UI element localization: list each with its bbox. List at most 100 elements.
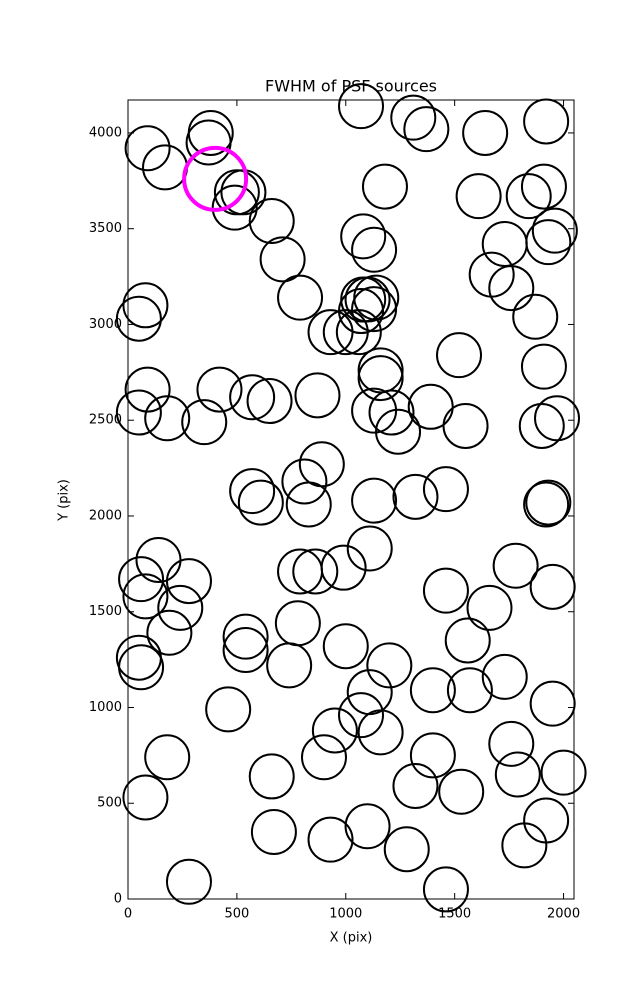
source-circle (518, 402, 565, 449)
source-circle (307, 816, 354, 863)
source-circle (534, 395, 581, 442)
source-circle (229, 374, 276, 421)
source-circle (118, 644, 165, 691)
y-tick-label: 1000 (89, 700, 122, 715)
source-circle (248, 198, 295, 245)
x-axis-label: X (pix) (330, 931, 373, 946)
source-circle (222, 613, 269, 660)
y-tick-label: 500 (97, 796, 122, 811)
source-circle (357, 355, 404, 402)
source-circle (340, 213, 387, 260)
source-circle (520, 163, 567, 210)
source-circle (488, 720, 535, 767)
y-tick-label: 3500 (89, 221, 122, 236)
y-tick-label: 2500 (89, 413, 122, 428)
source-circle (237, 479, 284, 526)
highlight-circle (182, 145, 249, 212)
source-circle (122, 573, 169, 620)
source-circle (422, 866, 469, 913)
source-circle (407, 383, 454, 430)
y-tick-label: 0 (114, 892, 122, 907)
source-circle (351, 477, 398, 524)
source-circle (403, 106, 450, 153)
source-circle (455, 173, 502, 220)
source-circle (222, 627, 269, 674)
source-circle (322, 623, 369, 670)
source-circle (250, 808, 297, 855)
source-circle (285, 481, 332, 528)
source-circle (246, 378, 293, 425)
source-circle (392, 763, 439, 810)
source-circle (529, 563, 576, 610)
source-circle (375, 408, 422, 455)
y-tick-label: 4000 (89, 125, 122, 140)
source-circle (383, 826, 430, 873)
x-tick-label: 500 (224, 907, 249, 922)
source-circle (488, 265, 535, 312)
x-tick-label: 1500 (438, 907, 471, 922)
source-circle (205, 686, 252, 733)
source-circle (277, 274, 324, 321)
source-circle (122, 774, 169, 821)
source-circle (118, 556, 165, 603)
source-circle (351, 226, 398, 273)
source-circle (157, 584, 204, 631)
source-circle (409, 667, 456, 714)
source-circle (505, 173, 552, 220)
source-circle (351, 286, 398, 333)
source-circle (344, 803, 391, 850)
source-circle (146, 609, 193, 656)
source-circle (165, 858, 212, 905)
y-axis-label: Y (pix) (57, 479, 72, 522)
source-circle (229, 468, 276, 515)
source-circle (338, 288, 385, 335)
source-circle (165, 558, 212, 605)
source-circle (442, 402, 489, 449)
source-circle (512, 293, 559, 340)
source-circle (281, 458, 328, 505)
source-circle (115, 389, 162, 436)
source-circle (248, 753, 295, 800)
source-circle (277, 548, 324, 595)
source-circle (274, 600, 321, 647)
source-circle (523, 98, 570, 145)
source-circle (409, 732, 456, 779)
source-circle (338, 83, 385, 130)
source-circle (122, 282, 169, 329)
source-circle (436, 332, 483, 379)
source-circle (492, 542, 539, 589)
source-circle (481, 653, 528, 700)
source-circle (259, 236, 306, 283)
source-circle (196, 366, 243, 413)
y-tick-label: 2000 (89, 508, 122, 523)
source-circle (390, 94, 437, 141)
source-circle (444, 617, 491, 664)
source-circle (366, 642, 413, 689)
source-circle (368, 389, 415, 436)
source-circle (361, 163, 408, 210)
source-circle (144, 395, 191, 442)
source-circle (422, 567, 469, 614)
source-circle (525, 479, 572, 526)
source-circle (144, 734, 191, 781)
source-circle (494, 751, 541, 798)
source-circle (438, 768, 485, 815)
source-circle (422, 466, 469, 513)
source-circle (357, 709, 404, 756)
source-circle (181, 399, 228, 446)
source-circle (529, 680, 576, 727)
plot-area (115, 83, 587, 913)
source-circle (185, 119, 232, 166)
source-circle (523, 481, 570, 528)
source-circle (466, 584, 513, 631)
source-circle (346, 525, 393, 572)
source-circle (338, 692, 385, 739)
source-circle (540, 749, 587, 796)
y-tick-label: 1500 (89, 604, 122, 619)
source-circle (124, 366, 171, 413)
source-circle (446, 667, 493, 714)
source-circle (294, 372, 341, 419)
source-circle (392, 473, 439, 520)
source-circle (292, 548, 339, 595)
